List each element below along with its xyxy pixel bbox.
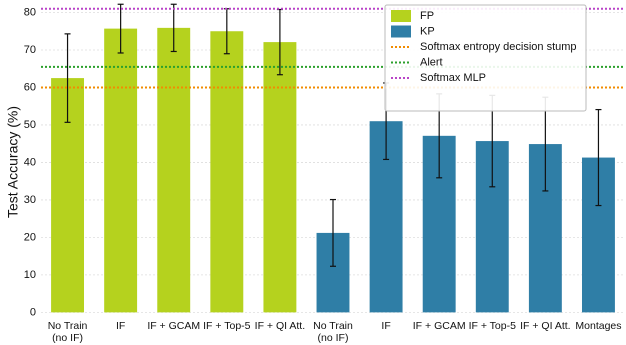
x-tick-label: No Train (no IF) [313, 320, 353, 344]
y-axis-label: Test Accuracy (%) [5, 106, 21, 218]
y-tick-label: 60 [24, 81, 36, 93]
x-tick-label: IF + QI Att. [520, 320, 571, 332]
y-tick-label: 0 [30, 306, 36, 318]
x-tick-label: No Train (no IF) [47, 320, 88, 344]
y-tick-label: 20 [24, 231, 36, 243]
x-tick-label: IF + Top-5 [468, 320, 516, 332]
legend-label: FP [420, 10, 434, 22]
bar [104, 28, 138, 313]
x-tick-label: IF + QI Att. [254, 320, 306, 332]
x-tick-label: IF + GCAM [412, 320, 466, 332]
legend-swatch [391, 10, 411, 22]
legend-label: Softmax entropy decision stump [420, 41, 577, 53]
y-tick-label: 70 [24, 44, 36, 56]
x-tick-label: Montages [575, 320, 622, 332]
x-tick-label: IF + GCAM [147, 320, 201, 332]
legend-label: Alert [420, 56, 443, 68]
legend-label: KP [420, 25, 435, 37]
y-tick-label: 80 [24, 6, 36, 18]
error-bar [64, 33, 71, 123]
bar [157, 27, 191, 313]
y-tick-label: 40 [24, 156, 36, 168]
error-bar [170, 3, 177, 53]
x-tick-label: IF [381, 320, 391, 332]
y-tick-label: 50 [24, 119, 36, 131]
y-tick-label: 10 [24, 269, 36, 281]
bar [263, 42, 297, 313]
error-bar [595, 108, 602, 207]
legend-label: Softmax MLP [420, 72, 486, 84]
error-bar [117, 3, 124, 54]
x-tick-label: IF + Top-5 [203, 320, 251, 332]
legend-swatch [391, 25, 411, 38]
bar [210, 31, 244, 313]
legend-box [384, 4, 587, 112]
x-tick-label: IF [115, 320, 126, 332]
error-bar [330, 198, 336, 267]
y-tick-label: 30 [24, 194, 36, 206]
